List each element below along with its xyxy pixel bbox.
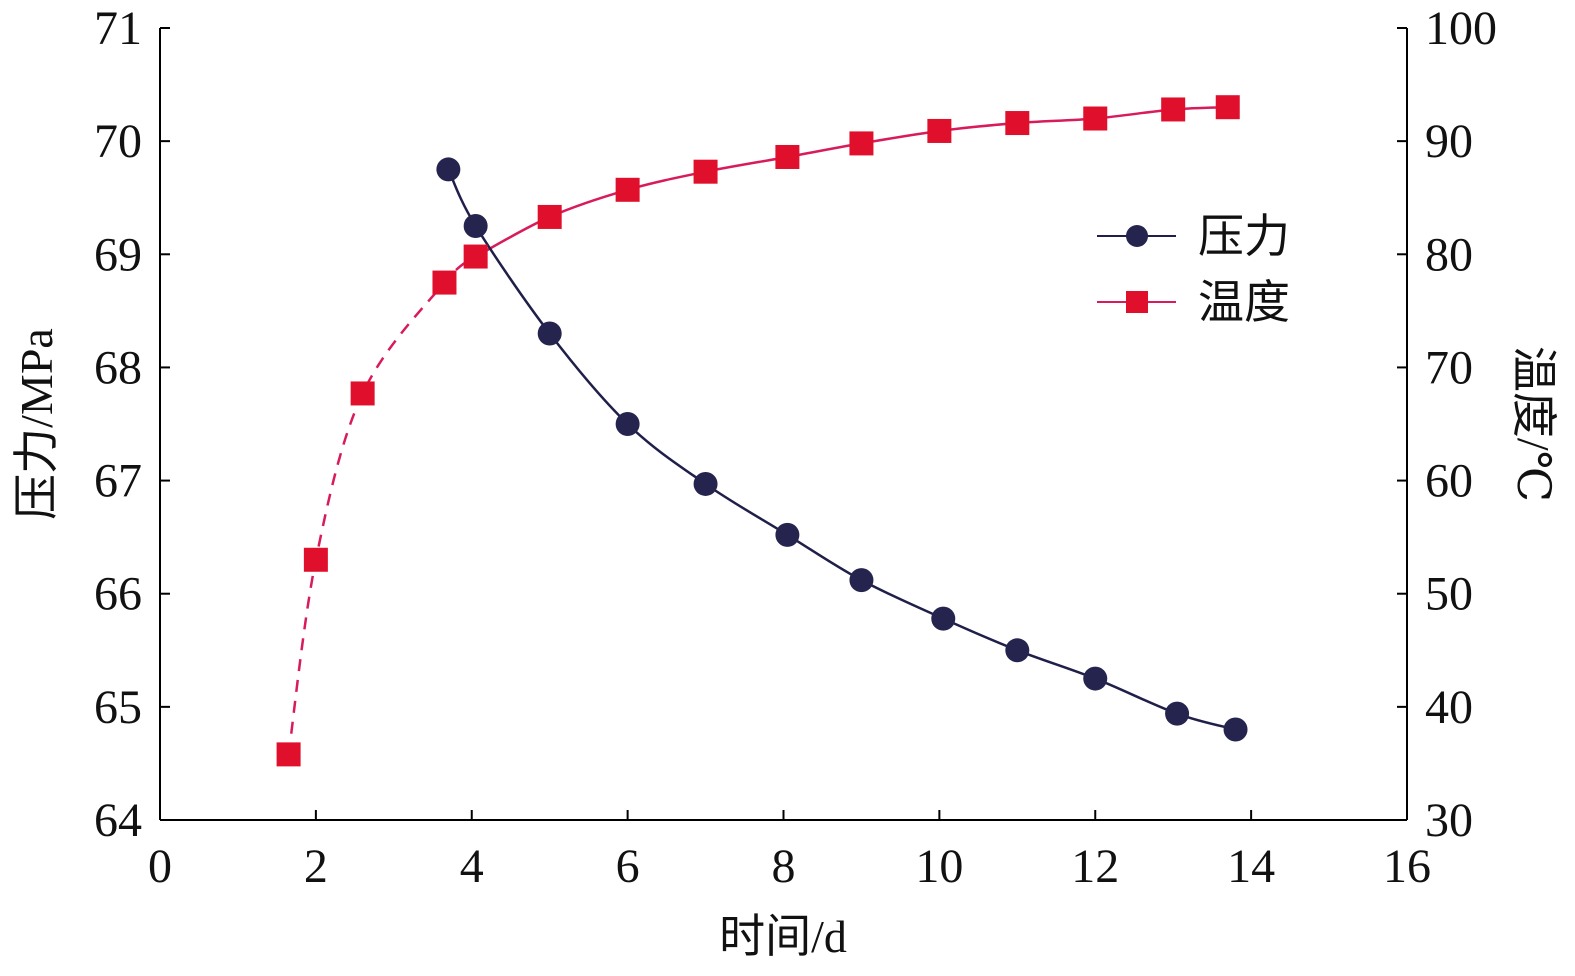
temperature-point <box>463 244 488 269</box>
pressure-point <box>537 321 562 346</box>
y-right-tick-label: 40 <box>1425 681 1473 734</box>
legend-label-temperature: 温度 <box>1198 277 1290 328</box>
pressure-point <box>849 568 874 593</box>
temperature-point <box>615 177 640 202</box>
y-right-tick-label: 50 <box>1425 568 1473 621</box>
temperature-point <box>1083 106 1108 131</box>
temperature-point <box>1161 97 1186 122</box>
x-tick-label: 14 <box>1227 840 1275 893</box>
y-right-tick-label: 60 <box>1425 455 1473 508</box>
y-left-ticks: 64 65 66 67 68 69 70 71 <box>94 2 170 847</box>
y-left-tick-label: 71 <box>94 2 142 55</box>
temperature-point <box>1215 95 1240 120</box>
temperature-point <box>849 131 874 156</box>
x-tick-label: 4 <box>460 840 484 893</box>
x-axis-title: 时间/d <box>719 911 847 962</box>
x-tick-label: 12 <box>1071 840 1119 893</box>
x-ticks: 0 2 4 6 8 10 12 14 16 <box>148 810 1431 893</box>
legend-marker-pressure <box>1126 225 1148 247</box>
y-left-tick-label: 66 <box>94 568 142 621</box>
legend-marker-temperature <box>1126 291 1148 313</box>
pressure-point <box>463 214 488 238</box>
y-left-tick-label: 64 <box>94 794 142 847</box>
pressure-point <box>1083 666 1108 691</box>
temperature-point <box>432 270 457 295</box>
y-left-tick-label: 69 <box>94 228 142 281</box>
y-right-tick-label: 80 <box>1425 228 1473 281</box>
x-tick-label: 0 <box>148 840 172 893</box>
y-right-tick-label: 100 <box>1425 2 1497 55</box>
y-right-tick-label: 30 <box>1425 794 1473 847</box>
temperature-line <box>475 105 1228 258</box>
pressure-point <box>1005 638 1030 663</box>
pressure-point <box>775 522 800 547</box>
y-right-ticks: 30 40 50 60 70 80 90 100 <box>1397 2 1497 847</box>
temperature-point <box>693 159 718 184</box>
x-tick-label: 2 <box>304 840 328 893</box>
temperature-point <box>350 381 375 406</box>
y-right-axis-title: 温度/℃ <box>1508 346 1559 502</box>
temperature-point <box>927 118 952 143</box>
y-left-tick-label: 70 <box>94 115 142 168</box>
pressure-point <box>1165 701 1190 726</box>
y-left-tick-label: 68 <box>94 341 142 394</box>
temperature-point <box>537 204 562 229</box>
temperature-point <box>775 144 800 169</box>
series-layer <box>276 95 1248 767</box>
y-right-tick-label: 90 <box>1425 115 1473 168</box>
y-left-tick-label: 67 <box>94 455 142 508</box>
pressure-point <box>693 471 718 496</box>
y-left-axis-title: 压力/MPa <box>11 328 62 520</box>
temperature-point <box>303 547 328 572</box>
y-right-tick-label: 70 <box>1425 341 1473 394</box>
x-tick-label: 8 <box>772 840 796 893</box>
legend: 压力 温度 <box>1097 211 1290 328</box>
temperature-point <box>1005 111 1030 136</box>
temperature-line-dashed <box>287 255 477 755</box>
y-left-tick-label: 65 <box>94 681 142 734</box>
x-tick-label: 6 <box>616 840 640 893</box>
pressure-point <box>615 412 640 436</box>
pressure-line <box>447 168 1236 731</box>
pressure-point <box>436 157 461 182</box>
temperature-point <box>276 742 301 767</box>
x-tick-label: 10 <box>915 840 963 893</box>
legend-label-pressure: 压力 <box>1198 211 1290 262</box>
x-tick-label: 16 <box>1383 840 1431 893</box>
pressure-point <box>1223 717 1248 742</box>
pressure-point <box>931 606 956 631</box>
